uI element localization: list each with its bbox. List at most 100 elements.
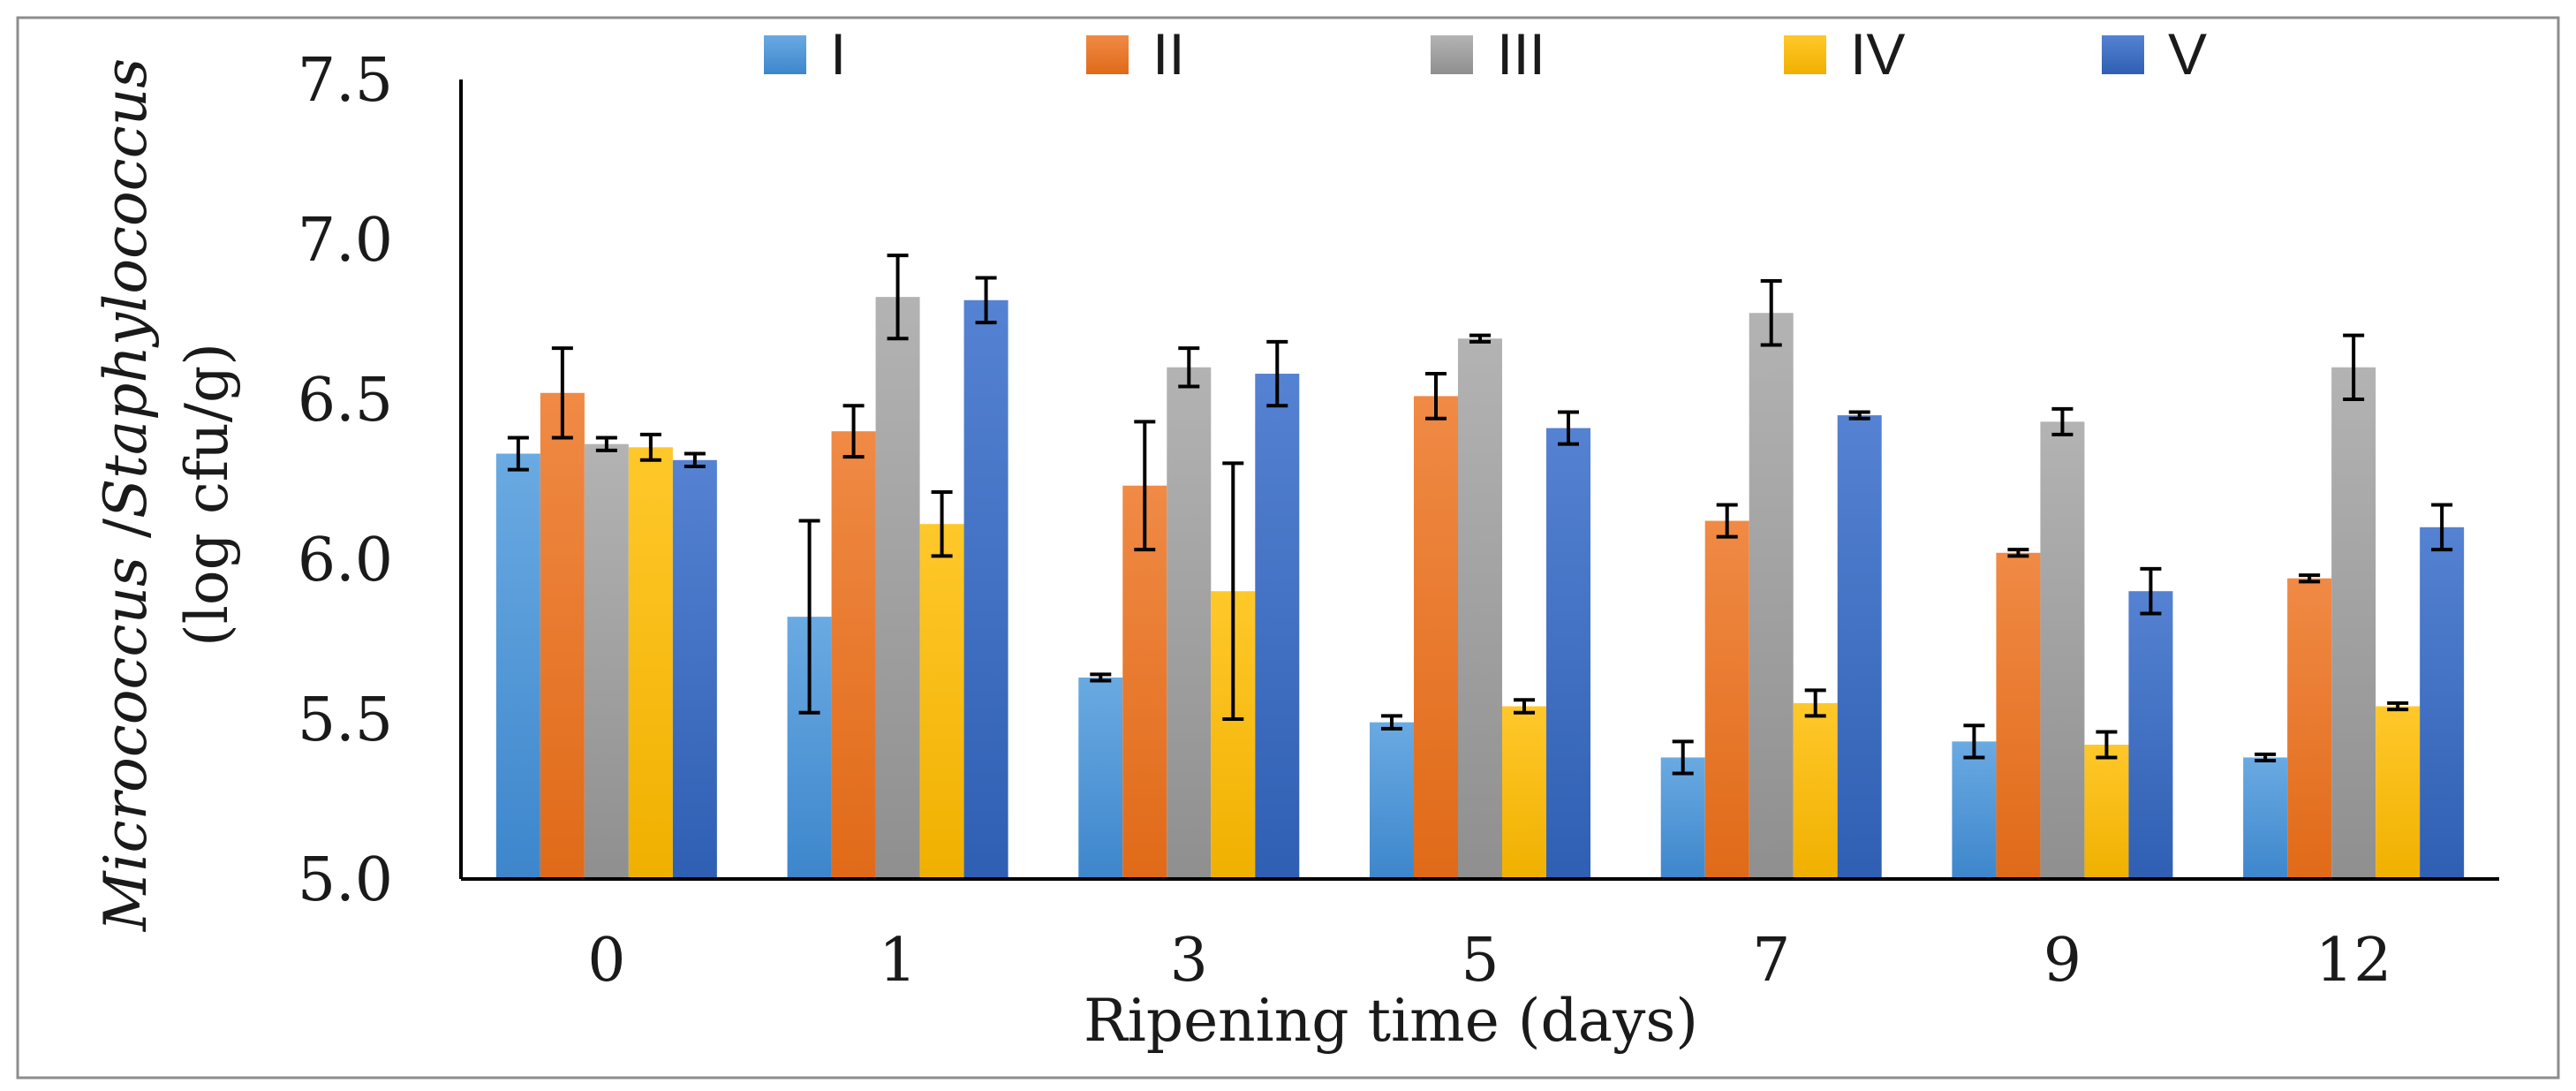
bar-iv-day-0 [628,447,673,879]
bar-i-day-3 [1078,677,1123,879]
legend-item-v: V [2102,21,2207,87]
error-bar-i-day-5 [1381,714,1402,731]
error-bar-ii-day-9 [2007,548,2029,558]
y-tick-label-6-0: 6.0 [298,526,393,595]
error-bar-i-day-1 [798,519,820,715]
legend-label-iv: IV [1850,21,1905,87]
error-bar-iii-day-0 [595,436,617,452]
x-tick-label-3: 3 [1170,926,1208,996]
bar-iii-day-5 [1458,338,1502,880]
error-bar-ii-day-7 [1716,503,1738,539]
bar-iv-day-9 [2084,744,2129,879]
y-tick-label-5-5: 5.5 [298,686,393,755]
error-bar-i-day-7 [1672,739,1694,776]
legend-label-ii: II [1152,21,1185,87]
legend: I II III IV V [764,21,2207,87]
error-bar-iii-day-9 [2051,406,2074,436]
bars [495,297,2465,880]
y-axis-ticks: 5.0 5.5 6.0 6.5 7.0 7.5 [298,46,393,915]
chart-frame [16,16,2560,1080]
error-bar-iii-day-3 [1178,346,1200,389]
bar-i-day-12 [2243,757,2288,879]
bar-v-day-7 [1837,415,1882,880]
bar-ii-day-0 [540,392,585,879]
bar-i-day-9 [1952,741,1997,879]
bar-ii-day-12 [2287,578,2332,879]
x-tick-label-5: 5 [1461,926,1499,996]
y-axis-title: Micrococcus /Staphylococcus (log cfu/g) [92,58,241,932]
error-bar-v-day-12 [2431,503,2453,552]
x-axis-ticks: 0 1 3 5 7 9 12 [587,926,2391,996]
legend-item-ii: II [1086,21,1185,87]
error-bar-ii-day-3 [1134,420,1156,552]
x-tick-label-1: 1 [879,926,917,996]
legend-swatch-i [764,35,806,74]
legend-swatch-v [2102,35,2144,74]
error-bar-iv-day-12 [2387,701,2409,712]
legend-item-iv: IV [1784,21,1905,87]
y-axis-title-line1: Micrococcus /Staphylococcus [92,58,160,932]
x-axis-title: Ripening time (days) [1084,987,1698,1055]
error-bar-ii-day-0 [551,346,573,440]
error-bar-v-day-0 [684,451,706,469]
error-bar-ii-day-5 [1425,372,1447,420]
legend-swatch-iv [1784,35,1826,74]
bar-i-day-0 [495,453,540,879]
y-tick-label-7-0: 7.0 [298,206,393,276]
y-axis-title-staphylococcus: Staphylococcus [92,58,160,519]
y-tick-label-5-0: 5.0 [298,845,393,915]
bar-iv-day-12 [2376,706,2421,879]
bar-ii-day-9 [1996,552,2041,879]
bar-v-day-3 [1255,374,1300,879]
bar-iii-day-3 [1167,367,1212,879]
legend-item-i: I [764,21,846,87]
error-bar-iv-day-9 [2096,730,2118,760]
y-axis-title-micrococcus: Micrococcus [92,557,160,932]
bar-iii-day-9 [2040,421,2085,880]
error-bar-v-day-7 [1848,410,1870,420]
error-bar-iv-day-5 [1514,698,1535,715]
y-tick-label-7-5: 7.5 [298,46,393,116]
error-bar-i-day-0 [507,436,529,472]
error-bar-i-day-3 [1090,672,1112,683]
bar-ii-day-7 [1704,520,1749,879]
legend-label-v: V [2168,21,2207,87]
y-tick-label-6-5: 6.5 [298,366,393,436]
error-bar-v-day-5 [1558,410,1579,446]
error-bar-i-day-12 [2255,752,2277,763]
error-bar-iii-day-1 [887,254,909,341]
bar-ii-day-1 [831,431,876,879]
bar-iv-day-1 [919,524,964,879]
error-bar-i-day-9 [1963,724,1985,760]
bar-i-day-5 [1370,722,1414,879]
error-bar-iv-day-0 [639,432,661,462]
error-bar-ii-day-12 [2299,573,2321,584]
bar-iv-day-5 [1502,706,1546,879]
error-bar-iii-day-12 [2343,333,2365,401]
bar-iii-day-0 [584,443,629,879]
error-bars [507,254,2453,776]
error-bar-iii-day-5 [1469,333,1491,344]
x-tick-label-7: 7 [1752,926,1790,996]
y-axis-title-line2: (log cfu/g) [173,343,241,647]
bar-iii-day-12 [2331,367,2376,879]
error-bar-v-day-1 [975,276,997,325]
error-bar-v-day-9 [2140,566,2162,616]
error-bar-v-day-3 [1266,339,1288,408]
error-bar-iv-day-7 [1804,688,1826,718]
legend-swatch-ii [1086,35,1129,74]
legend-swatch-iii [1431,35,1473,74]
bar-i-day-7 [1660,757,1705,879]
bar-v-day-5 [1546,428,1590,879]
error-bar-iv-day-1 [931,489,953,558]
y-axis-title-slash: / [92,518,160,557]
x-tick-label-0: 0 [587,926,625,996]
x-tick-label-12: 12 [2315,926,2392,996]
legend-item-iii: III [1431,21,1545,87]
x-tick-label-9: 9 [2043,926,2081,996]
bar-iv-day-7 [1793,702,1838,879]
bar-v-day-0 [672,459,717,879]
bar-v-day-9 [2128,591,2173,879]
